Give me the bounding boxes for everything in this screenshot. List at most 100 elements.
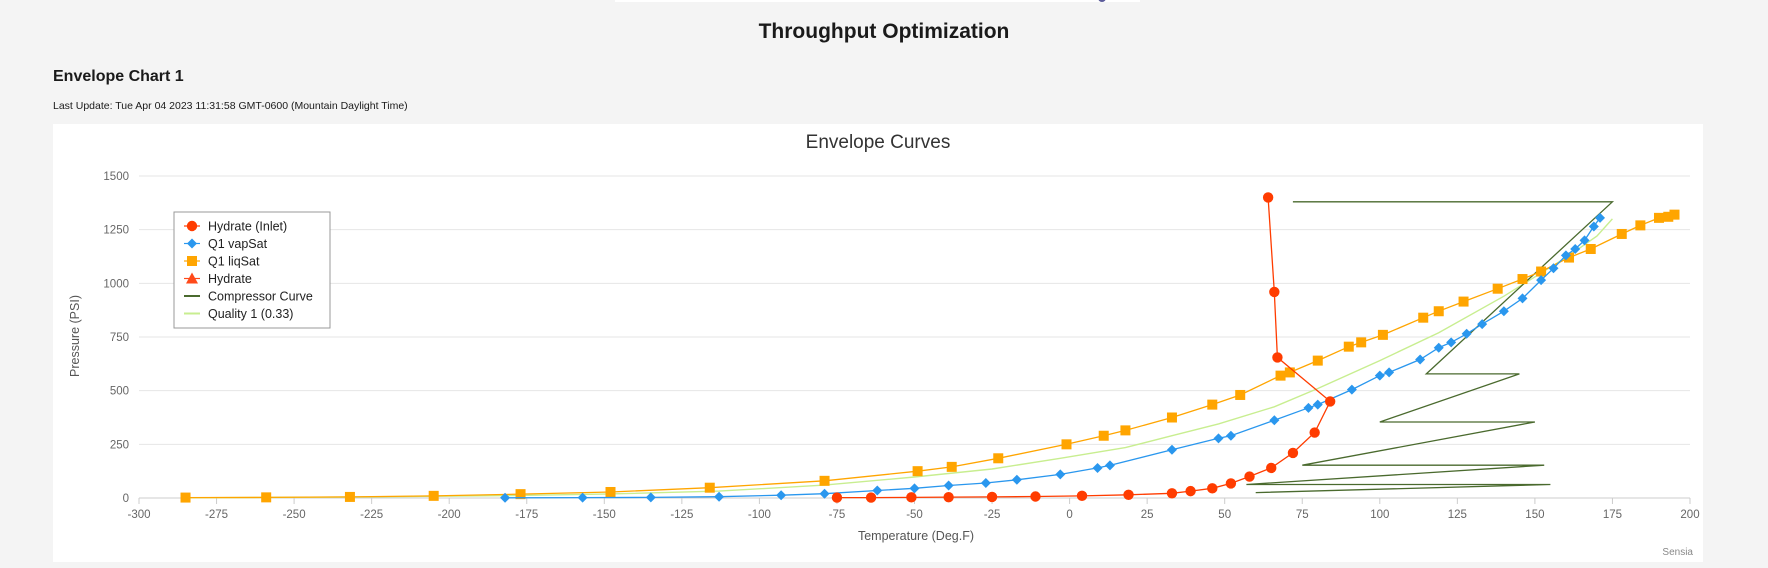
data-point-q1-vapsat[interactable] xyxy=(577,492,588,503)
data-point-q1-vapsat[interactable] xyxy=(1011,474,1022,485)
data-point-q1-liqsat[interactable] xyxy=(180,492,191,503)
data-point-q1-vapsat[interactable] xyxy=(1560,250,1571,261)
data-point-q1-liqsat[interactable] xyxy=(1166,412,1177,423)
data-point-hydrate-inlet[interactable] xyxy=(1185,485,1196,497)
data-point-q1-vapsat[interactable] xyxy=(1303,402,1314,413)
data-point-q1-liqsat[interactable] xyxy=(1663,211,1674,222)
data-point-q1-vapsat[interactable] xyxy=(776,490,787,501)
data-point-hydrate-inlet[interactable] xyxy=(1166,488,1178,499)
data-point-hydrate-inlet[interactable] xyxy=(1272,352,1283,363)
data-point-q1-vapsat[interactable] xyxy=(1225,430,1236,441)
data-point-hydrate-inlet[interactable] xyxy=(906,492,917,503)
legend-item-hydrate[interactable]: Hydrate xyxy=(184,272,252,286)
data-point-q1-liqsat[interactable] xyxy=(1207,399,1218,410)
data-point-q1-liqsat[interactable] xyxy=(1356,337,1367,348)
data-point-q1-vapsat[interactable] xyxy=(1536,275,1547,286)
data-point-q1-liqsat[interactable] xyxy=(1343,341,1354,352)
data-point-q1-liqsat[interactable] xyxy=(1433,306,1444,317)
data-point-hydrate-inlet[interactable] xyxy=(865,492,877,503)
data-point-q1-vapsat[interactable] xyxy=(1570,243,1581,254)
legend-item-quality-1-0-33[interactable]: Quality 1 (0.33) xyxy=(184,307,293,321)
data-point-q1-liqsat[interactable] xyxy=(1098,430,1109,441)
data-point-q1-liqsat[interactable] xyxy=(1377,329,1388,340)
data-point-q1-liqsat[interactable] xyxy=(946,461,957,472)
data-point-hydrate-inlet[interactable] xyxy=(1076,490,1088,502)
data-point-hydrate-inlet[interactable] xyxy=(1309,427,1320,438)
data-point-q1-liqsat[interactable] xyxy=(704,482,715,493)
data-point-q1-vapsat[interactable] xyxy=(1166,444,1177,455)
data-point-q1-vapsat[interactable] xyxy=(819,488,830,499)
data-point-q1-vapsat[interactable] xyxy=(645,492,656,503)
legend-item-q1-liqsat[interactable]: Q1 liqSat xyxy=(184,255,260,269)
data-point-q1-liqsat[interactable] xyxy=(261,492,272,503)
data-point-q1-vapsat[interactable] xyxy=(1588,221,1599,232)
data-point-hydrate-inlet[interactable] xyxy=(1269,286,1280,298)
data-point-q1-vapsat[interactable] xyxy=(872,485,883,496)
data-point-q1-liqsat[interactable] xyxy=(1669,209,1680,220)
data-point-q1-liqsat[interactable] xyxy=(1492,283,1503,294)
data-point-q1-liqsat[interactable] xyxy=(1653,212,1664,223)
data-point-q1-vapsat[interactable] xyxy=(909,483,920,494)
data-point-q1-liqsat[interactable] xyxy=(1235,389,1246,400)
data-point-q1-vapsat[interactable] xyxy=(1374,370,1385,381)
data-point-hydrate-inlet[interactable] xyxy=(1123,489,1134,500)
chart-legend[interactable]: Hydrate (Inlet) Q1 vapSat Q1 liqSat Hydrate… xyxy=(173,211,331,329)
data-point-q1-vapsat[interactable] xyxy=(1384,367,1395,378)
data-point-hydrate-inlet[interactable] xyxy=(1287,447,1299,459)
data-point-q1-vapsat[interactable] xyxy=(1269,415,1280,426)
data-point-hydrate-inlet[interactable] xyxy=(831,492,843,503)
data-point-q1-vapsat[interactable] xyxy=(1312,399,1323,410)
data-point-q1-vapsat[interactable] xyxy=(1461,328,1472,339)
chart-credits[interactable]: Sensia xyxy=(1662,547,1693,558)
data-point-q1-vapsat[interactable] xyxy=(1477,319,1488,330)
legend-symbol[interactable] xyxy=(187,256,197,266)
data-point-q1-vapsat[interactable] xyxy=(1595,212,1606,223)
data-point-q1-liqsat[interactable] xyxy=(605,486,616,497)
data-point-hydrate-inlet[interactable] xyxy=(1266,462,1277,474)
data-point-q1-vapsat[interactable] xyxy=(943,480,954,491)
data-point-q1-liqsat[interactable] xyxy=(1458,296,1469,307)
data-point-q1-liqsat[interactable] xyxy=(1275,370,1286,381)
data-point-q1-vapsat[interactable] xyxy=(1517,293,1528,304)
data-point-hydrate-inlet[interactable] xyxy=(1262,192,1274,203)
data-point-q1-liqsat[interactable] xyxy=(1635,220,1646,231)
data-point-q1-liqsat[interactable] xyxy=(1585,243,1596,254)
data-point-hydrate-inlet[interactable] xyxy=(943,491,954,503)
data-point-hydrate-inlet[interactable] xyxy=(1225,478,1237,489)
data-point-q1-vapsat[interactable] xyxy=(1548,263,1559,274)
data-point-q1-liqsat[interactable] xyxy=(819,475,830,486)
data-point-q1-liqsat[interactable] xyxy=(912,466,923,477)
data-point-q1-vapsat[interactable] xyxy=(1579,235,1590,246)
data-point-q1-liqsat[interactable] xyxy=(1284,367,1295,378)
data-point-q1-vapsat[interactable] xyxy=(980,477,991,488)
data-point-hydrate-inlet[interactable] xyxy=(1324,396,1336,407)
legend-item-hydrate-inlet[interactable]: Hydrate (Inlet) xyxy=(184,220,287,234)
data-point-q1-liqsat[interactable] xyxy=(344,491,355,502)
data-point-q1-vapsat[interactable] xyxy=(1104,460,1115,471)
data-point-q1-liqsat[interactable] xyxy=(1061,439,1072,450)
data-point-q1-liqsat[interactable] xyxy=(1564,252,1575,263)
data-point-q1-liqsat[interactable] xyxy=(1517,274,1528,285)
data-point-q1-liqsat[interactable] xyxy=(1418,312,1429,323)
data-point-q1-vapsat[interactable] xyxy=(714,491,725,502)
data-point-q1-liqsat[interactable] xyxy=(1616,228,1627,239)
data-point-q1-vapsat[interactable] xyxy=(1055,469,1066,480)
data-point-q1-liqsat[interactable] xyxy=(1312,355,1323,366)
data-point-q1-vapsat[interactable] xyxy=(1092,462,1103,473)
legend-symbol[interactable] xyxy=(186,272,198,284)
data-point-q1-vapsat[interactable] xyxy=(1446,337,1457,348)
legend-item-compressor-curve[interactable]: Compressor Curve xyxy=(184,290,313,304)
data-point-q1-liqsat[interactable] xyxy=(428,490,439,501)
data-point-q1-vapsat[interactable] xyxy=(1498,306,1509,317)
data-point-q1-vapsat[interactable] xyxy=(1415,354,1426,365)
data-point-hydrate-inlet[interactable] xyxy=(1244,471,1255,482)
data-point-q1-vapsat[interactable] xyxy=(1346,384,1357,395)
data-point-q1-liqsat[interactable] xyxy=(993,453,1004,464)
data-point-hydrate-inlet[interactable] xyxy=(986,491,998,503)
data-point-q1-vapsat[interactable] xyxy=(500,492,511,503)
legend-symbol[interactable] xyxy=(186,220,198,232)
data-point-q1-vapsat[interactable] xyxy=(1433,342,1444,353)
data-point-q1-vapsat[interactable] xyxy=(1213,433,1224,444)
data-point-q1-liqsat[interactable] xyxy=(1120,425,1131,436)
